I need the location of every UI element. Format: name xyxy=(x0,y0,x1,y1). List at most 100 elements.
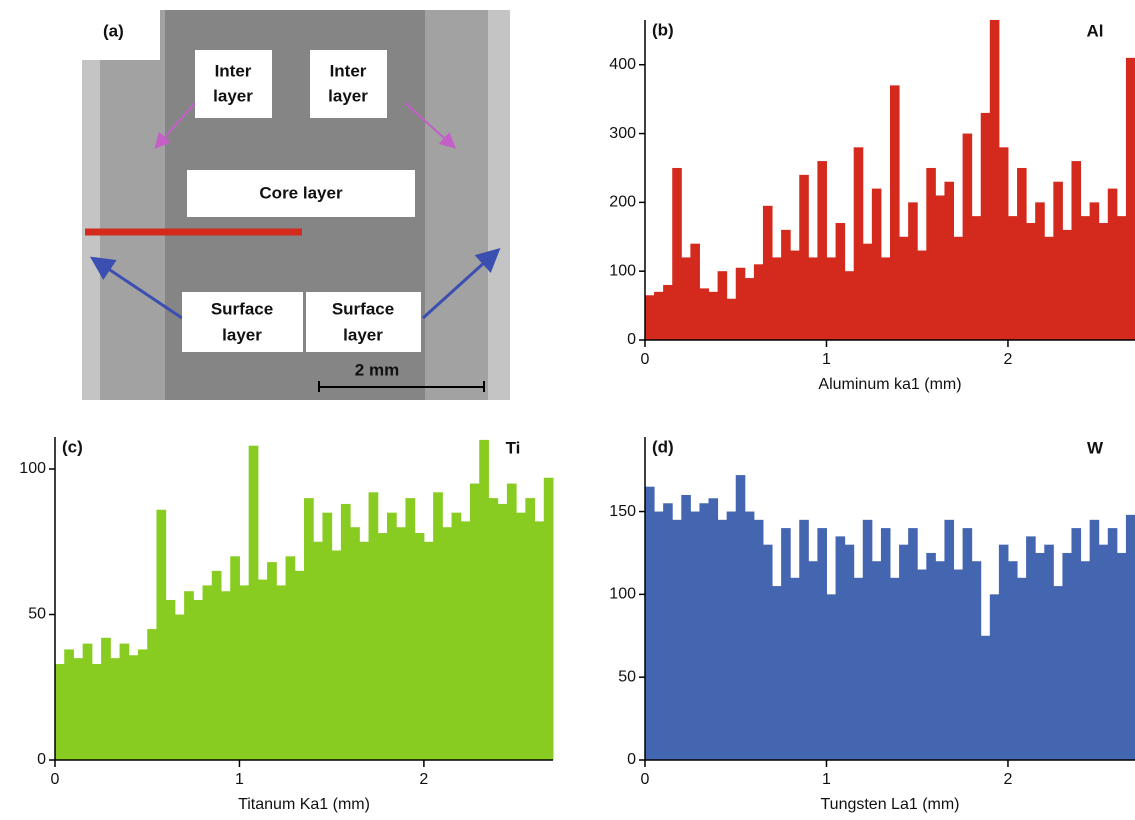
area-bar xyxy=(128,655,139,760)
area-bar xyxy=(944,181,955,340)
area-bar xyxy=(699,288,710,340)
area-bar xyxy=(1071,161,1082,340)
area-bar xyxy=(908,202,918,340)
area-bar xyxy=(73,658,84,760)
area-bar xyxy=(368,492,379,760)
area-bar xyxy=(1035,202,1045,340)
area-bar xyxy=(331,550,342,760)
area-bar xyxy=(1089,519,1100,760)
y-tick-label: 400 xyxy=(609,56,636,73)
area-bar xyxy=(826,257,837,340)
area-bar xyxy=(817,528,827,760)
area-bar xyxy=(835,536,846,760)
area-bar xyxy=(844,271,855,340)
area-bar xyxy=(1071,528,1082,760)
x-tick-label: 0 xyxy=(51,771,60,788)
area-bar xyxy=(899,236,909,340)
area-bar xyxy=(423,541,434,760)
area-bar xyxy=(690,243,700,340)
area-bar xyxy=(799,519,809,760)
area-bar xyxy=(862,243,873,340)
area-bar xyxy=(1017,577,1027,760)
area-bar xyxy=(110,658,121,760)
x-tick-label: 0 xyxy=(641,771,650,788)
annotation: Core layer xyxy=(259,183,343,202)
area-bar xyxy=(663,284,673,340)
annotation: Surface xyxy=(332,299,394,318)
area-bar xyxy=(1017,167,1027,340)
label-box xyxy=(195,50,272,118)
area-bar xyxy=(313,541,323,760)
area-bar xyxy=(1007,561,1018,760)
area-bar xyxy=(971,216,982,340)
area-bar xyxy=(654,291,664,340)
arrow xyxy=(90,256,183,320)
area-bar xyxy=(781,528,791,760)
area-bar xyxy=(953,569,964,760)
area-bar xyxy=(799,174,809,340)
area-bar xyxy=(239,585,250,760)
area-bar xyxy=(998,147,1009,340)
area-bar xyxy=(953,236,964,340)
area-bar xyxy=(971,561,982,760)
y-tick-label: 0 xyxy=(37,751,46,768)
area-bar xyxy=(470,483,480,760)
label-box xyxy=(187,170,415,217)
area-bar xyxy=(1107,528,1118,760)
area-bar xyxy=(735,267,746,340)
area-bar xyxy=(202,585,213,760)
x-axis-label: Tungsten La1 (mm) xyxy=(820,796,959,813)
area-bar xyxy=(1062,552,1072,760)
area-bar xyxy=(543,477,554,760)
area-bar xyxy=(350,527,360,760)
area-bar xyxy=(442,527,453,760)
x-tick-label: 2 xyxy=(419,771,428,788)
area-bar xyxy=(396,527,406,760)
area-bar xyxy=(1107,188,1118,340)
annotation: layer xyxy=(213,86,253,105)
annotation: layer xyxy=(222,325,262,344)
area-bar xyxy=(726,511,737,760)
area-bar xyxy=(871,561,882,760)
annotation: layer xyxy=(343,325,383,344)
y-tick-label: 50 xyxy=(618,668,636,685)
area-bar xyxy=(908,528,918,760)
area-bar xyxy=(980,635,991,760)
panel-label: (b) xyxy=(652,20,674,39)
area-bar xyxy=(1053,586,1063,760)
area-bar xyxy=(890,577,900,760)
area-bar xyxy=(101,637,111,760)
x-tick-label: 2 xyxy=(1004,351,1013,368)
area-bar xyxy=(506,483,517,760)
x-axis-label: Titanum Ka1 (mm) xyxy=(238,796,370,813)
area-bar xyxy=(156,509,167,760)
area-bar xyxy=(726,298,737,340)
arrow xyxy=(421,247,501,320)
area-bar xyxy=(762,205,773,340)
area-bar xyxy=(917,250,927,340)
annotation: Inter xyxy=(330,61,367,80)
y-tick-label: 50 xyxy=(28,606,46,623)
area-bar xyxy=(645,486,655,760)
area-bar xyxy=(119,643,130,760)
area-bar xyxy=(808,561,818,760)
annotation: Surface xyxy=(211,299,273,318)
area-bar xyxy=(91,663,102,760)
area-bar xyxy=(989,594,1000,760)
annotation: Inter xyxy=(215,61,252,80)
area-bar xyxy=(926,552,936,760)
area-bar xyxy=(962,133,973,340)
area-bar xyxy=(1044,544,1054,760)
area-bar xyxy=(516,512,526,760)
area-bar xyxy=(772,586,782,760)
area-bar xyxy=(221,591,231,760)
area-bar xyxy=(174,614,185,760)
panel-label: (a) xyxy=(103,21,124,40)
area-bar xyxy=(1044,236,1054,340)
area-bar xyxy=(1125,514,1135,760)
area-bar xyxy=(184,591,194,760)
area-bar xyxy=(359,541,370,760)
area-bar xyxy=(808,257,818,340)
area-bar xyxy=(844,544,855,760)
area-bar xyxy=(744,278,755,340)
